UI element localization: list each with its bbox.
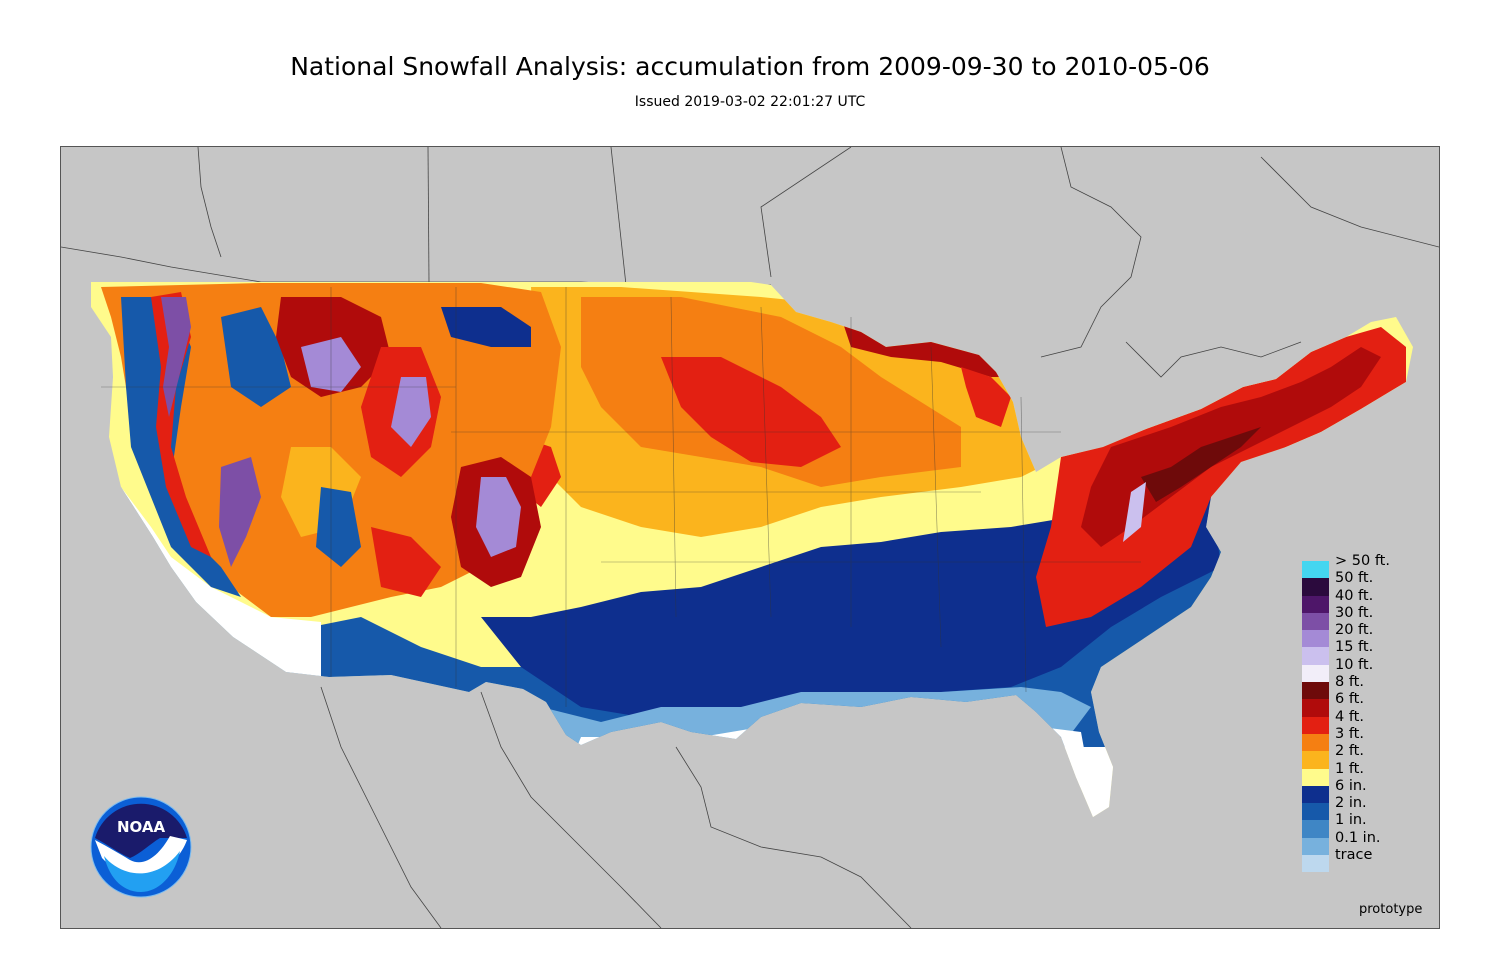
legend-swatch — [1302, 855, 1329, 873]
legend-swatch — [1302, 751, 1329, 769]
legend-label: 1 in. — [1335, 812, 1367, 829]
legend-label: 0.1 in. — [1335, 829, 1381, 846]
snowfall-map[interactable] — [60, 146, 1440, 929]
legend-label: 2 in. — [1335, 795, 1367, 812]
legend-label: 3 ft. — [1335, 725, 1364, 742]
legend-label: 50 ft. — [1335, 570, 1374, 587]
legend-swatch — [1302, 699, 1329, 717]
legend-label: 15 ft. — [1335, 639, 1374, 656]
legend-swatch — [1302, 682, 1329, 700]
legend-swatch — [1302, 630, 1329, 648]
legend-label: 2 ft. — [1335, 743, 1364, 760]
map-canvas — [61, 147, 1439, 928]
legend-swatch — [1302, 595, 1329, 613]
legend-swatch — [1302, 768, 1329, 786]
legend-swatch — [1302, 785, 1329, 804]
legend-label: 30 ft. — [1335, 604, 1374, 621]
noaa-logo-text: NOAA — [117, 818, 166, 836]
legend-swatch — [1302, 716, 1329, 734]
legend-label: 6 ft. — [1335, 691, 1364, 708]
legend-swatch — [1302, 664, 1329, 683]
legend-label: 6 in. — [1335, 777, 1367, 794]
legend-swatch — [1302, 820, 1329, 838]
legend-label: 1 ft. — [1335, 760, 1364, 777]
prototype-label: prototype — [1359, 902, 1423, 917]
issued-timestamp: Issued 2019-03-02 22:01:27 UTC — [634, 94, 866, 110]
noaa-logo: NOAA — [90, 796, 192, 898]
legend-label: > 50 ft. — [1335, 553, 1390, 569]
legend-label: 20 ft. — [1335, 622, 1374, 639]
legend-swatch — [1302, 578, 1329, 596]
snowfall-field — [91, 282, 1413, 817]
legend-swatch — [1302, 837, 1329, 856]
legend-label: trace — [1335, 847, 1373, 864]
legend-swatch — [1302, 733, 1329, 752]
state-borders — [101, 287, 1141, 707]
legend-swatch — [1302, 612, 1329, 631]
legend-swatch — [1302, 647, 1329, 665]
legend-label: 8 ft. — [1335, 674, 1364, 691]
legend-label: 40 ft. — [1335, 587, 1374, 604]
legend-swatch — [1302, 561, 1329, 579]
legend-label: 10 ft. — [1335, 656, 1374, 673]
legend-swatch — [1302, 803, 1329, 821]
map-title: National Snowfall Analysis: accumulation… — [290, 52, 1210, 81]
legend-label: 4 ft. — [1335, 708, 1364, 725]
